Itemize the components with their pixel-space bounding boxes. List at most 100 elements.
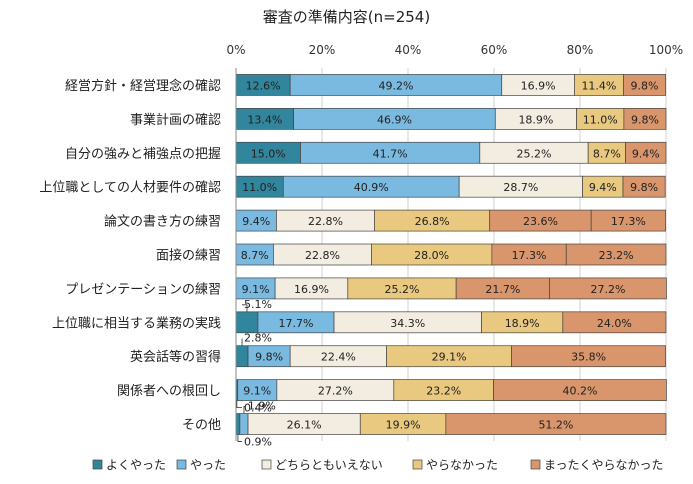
- data-label: 41.7%: [373, 147, 408, 160]
- x-tick-label: 40%: [395, 43, 422, 57]
- category-label: その他: [182, 418, 221, 433]
- bar-segment: [445, 413, 667, 435]
- bar-segment: [565, 243, 667, 266]
- legend-swatch: [176, 459, 187, 470]
- data-label: 9.1%: [243, 385, 271, 398]
- category-label: 事業計画の確認: [130, 112, 221, 128]
- data-label: 8.7%: [241, 249, 269, 262]
- data-label: 22.4%: [321, 351, 356, 364]
- bar-segment: [590, 209, 666, 232]
- bar-segment: [562, 311, 667, 334]
- legend-label: やらなかった: [426, 458, 498, 472]
- bar-segment: [239, 413, 249, 435]
- data-label: 25.2%: [517, 147, 552, 160]
- bar-segment: [623, 74, 666, 96]
- legend-label: よくやった: [106, 458, 166, 472]
- data-label: 22.8%: [305, 249, 340, 262]
- data-label: 11.0%: [583, 113, 618, 126]
- data-label: 26.1%: [287, 419, 322, 432]
- data-label: 9.4%: [589, 181, 617, 194]
- data-label: 24.0%: [597, 317, 632, 330]
- data-label: 17.3%: [611, 215, 646, 228]
- leader-line: [243, 406, 246, 414]
- data-label: 40.9%: [354, 181, 389, 194]
- data-label: 46.9%: [377, 113, 412, 126]
- chart-title: 審査の準備内容(n=254): [262, 8, 431, 26]
- legend-swatch: [261, 459, 272, 470]
- bar-segment: [625, 141, 667, 164]
- legend-swatch: [412, 459, 423, 470]
- data-label: 40.2%: [563, 385, 598, 398]
- data-label: 16.9%: [294, 283, 329, 296]
- category-label: 上位職としての人材要件の確認: [39, 180, 221, 196]
- legend-label: やった: [190, 458, 226, 472]
- bar-segment: [235, 311, 259, 334]
- bar-segment: [235, 345, 249, 368]
- x-tick-label: 80%: [567, 43, 594, 57]
- legend-swatch: [92, 459, 103, 470]
- category-label: プレゼンテーションの練習: [65, 282, 221, 297]
- data-label: 27.2%: [590, 283, 625, 296]
- x-tick-label: 0%: [226, 43, 245, 57]
- data-label: 23.2%: [426, 385, 461, 398]
- data-label: 11.4%: [581, 79, 616, 92]
- data-label: 9.8%: [255, 351, 283, 364]
- data-label: 22.8%: [308, 215, 343, 228]
- data-label: 0.4%: [244, 402, 272, 415]
- category-label: 面接の練習: [156, 248, 221, 264]
- bar-segment: [623, 108, 667, 130]
- data-label: 25.2%: [385, 283, 420, 296]
- x-tick-label: 100%: [649, 43, 683, 57]
- category-label: 英会話等の習得: [130, 349, 221, 365]
- legend-label: まったくやらなかった: [544, 458, 664, 472]
- category-label: 論文の書き方の練習: [104, 214, 221, 230]
- legend-swatch: [530, 459, 541, 470]
- data-label: 17.3%: [512, 249, 547, 262]
- data-label: 12.6%: [246, 79, 281, 92]
- data-label: 18.9%: [505, 317, 540, 330]
- leader-line: [242, 304, 248, 312]
- data-label: 15.0%: [251, 147, 286, 160]
- data-label: 27.2%: [318, 385, 353, 398]
- category-label: 関係者への根回し: [117, 384, 221, 399]
- category-label: 上位職に相当する業務の実践: [52, 315, 221, 331]
- data-label: 5.1%: [244, 298, 272, 311]
- data-label: 35.8%: [571, 351, 606, 364]
- data-label: 21.7%: [485, 283, 520, 296]
- bar-segment: [549, 277, 667, 300]
- bar-segment: [493, 379, 667, 401]
- data-label: 29.1%: [432, 351, 467, 364]
- data-label: 9.8%: [630, 181, 658, 194]
- data-label: 8.7%: [593, 147, 621, 160]
- data-label: 26.8%: [415, 215, 450, 228]
- legend-label: どちらともいえない: [275, 458, 383, 472]
- data-label: 17.7%: [279, 317, 314, 330]
- data-label: 9.1%: [242, 283, 270, 296]
- bar-segment: [511, 345, 666, 368]
- category-label: 自分の強みと補強点の把握: [65, 147, 221, 162]
- data-label: 23.6%: [523, 215, 558, 228]
- data-label: 13.4%: [247, 113, 282, 126]
- data-label: 23.2%: [599, 249, 634, 262]
- x-tick-label: 60%: [481, 43, 508, 57]
- data-label: 28.7%: [503, 181, 538, 194]
- data-label: 11.0%: [242, 181, 277, 194]
- data-label: 51.2%: [538, 419, 573, 432]
- data-label: 19.9%: [386, 419, 421, 432]
- leader-line: [237, 434, 242, 442]
- x-tick-label: 20%: [309, 43, 336, 57]
- category-label: 経営方針・経営理念の確認: [65, 78, 221, 94]
- data-label: 1.9%: [248, 400, 276, 413]
- data-label: 16.9%: [521, 79, 556, 92]
- data-label: 9.8%: [631, 79, 659, 92]
- data-label: 18.9%: [518, 113, 553, 126]
- data-label: 9.8%: [631, 113, 659, 126]
- data-label: 9.4%: [632, 147, 660, 160]
- leader-line: [236, 400, 242, 409]
- data-label: 49.2%: [378, 79, 413, 92]
- data-label: 0.9%: [244, 436, 272, 449]
- data-label: 2.8%: [244, 332, 272, 345]
- bar-segment: [622, 175, 666, 198]
- bar-segment: [235, 413, 241, 435]
